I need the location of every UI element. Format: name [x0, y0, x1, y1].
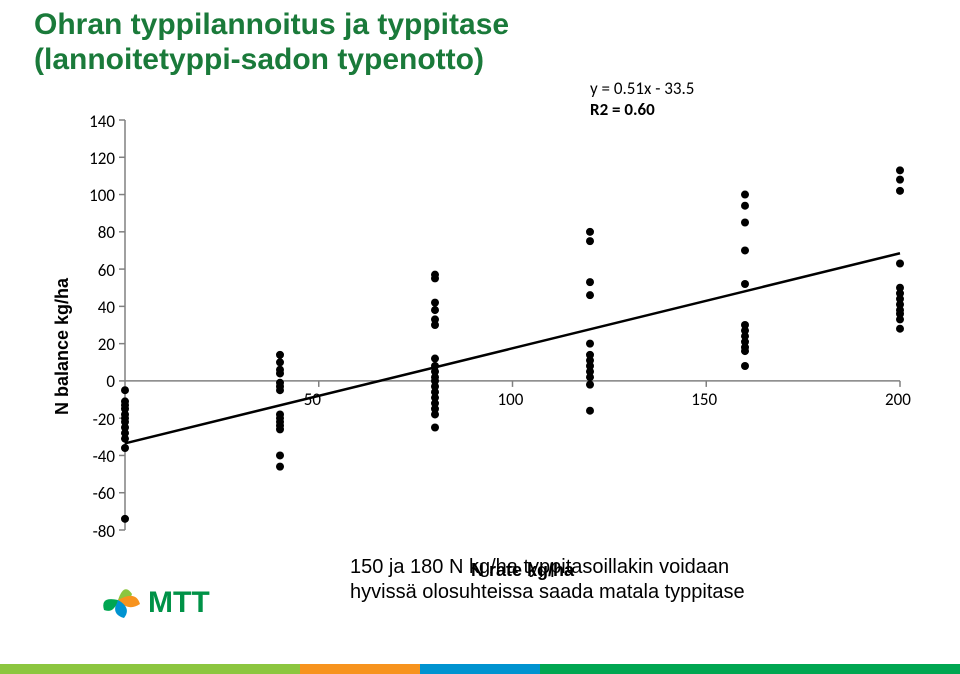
xtick: 150: [691, 389, 717, 410]
chart-caption: 150 ja 180 N kg/ha typpitasoillakin void…: [350, 555, 870, 605]
footer-seg-2: [300, 664, 420, 674]
y-axis-label: N balance kg/ha: [52, 278, 73, 415]
chart-svg: [40, 110, 920, 590]
logo-svg: MTT: [100, 570, 250, 630]
ytick: 60: [98, 260, 115, 281]
xtick: 50: [304, 389, 321, 410]
footer-seg-3: [420, 664, 540, 674]
page-title: Ohran typpilannoitus ja typpitase (lanno…: [34, 8, 509, 77]
ytick: 120: [89, 148, 115, 169]
logo-text: MTT: [148, 586, 210, 619]
ytick: 100: [89, 185, 115, 206]
title-line-2: (lannoitetyppi-sadon typenotto): [34, 43, 509, 78]
xtick: 100: [498, 389, 524, 410]
footer-accent-bar: [0, 664, 960, 674]
footer-seg-1: [0, 664, 300, 674]
ytick: 20: [98, 334, 115, 355]
scatter-chart: N balance kg/ha N rate kg/ha -80-60-40-2…: [40, 110, 920, 590]
xtick: 200: [885, 389, 911, 410]
ytick: -40: [93, 446, 115, 467]
caption-line-2: hyvissä olosuhteissa saada matala typpit…: [350, 581, 745, 603]
ytick: 0: [106, 371, 115, 392]
footer-seg-4: [540, 664, 960, 674]
ytick: 40: [98, 297, 115, 318]
ytick: -80: [93, 521, 115, 542]
ytick: 80: [98, 222, 115, 243]
mtt-logo: MTT: [100, 570, 250, 635]
ytick: -20: [93, 409, 115, 430]
ytick: -60: [93, 483, 115, 504]
equation-text: y = 0.51x - 33.5: [590, 78, 694, 99]
ytick: 140: [89, 111, 115, 132]
caption-line-1: 150 ja 180 N kg/ha typpitasoillakin void…: [350, 556, 729, 578]
title-line-1: Ohran typpilannoitus ja typpitase: [34, 8, 509, 43]
